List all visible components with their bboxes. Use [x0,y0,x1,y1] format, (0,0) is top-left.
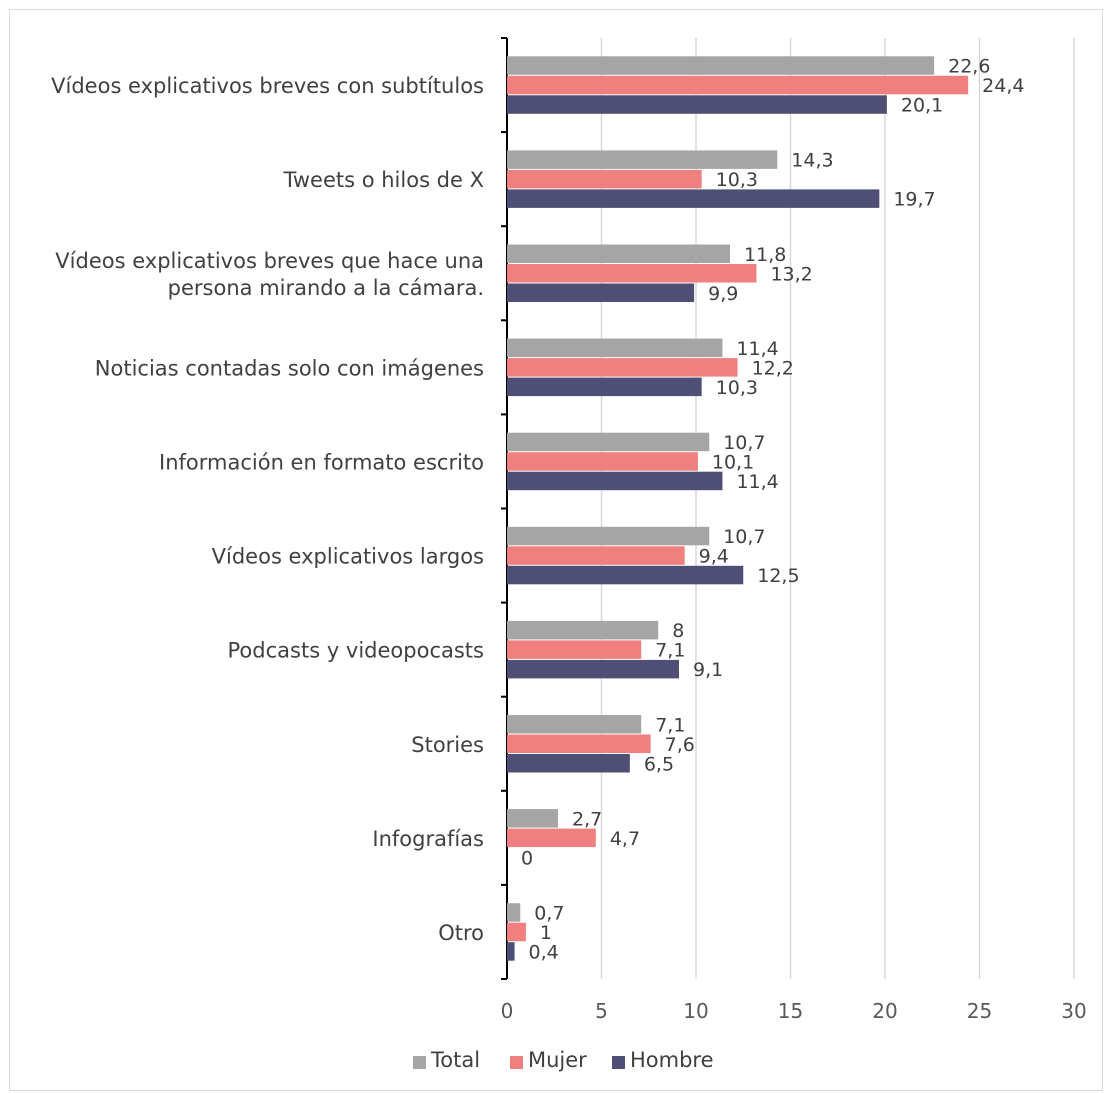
data-label: 10,1 [712,451,754,473]
bar-mujer [507,546,685,565]
x-tick-label: 5 [595,999,608,1023]
bar-mujer [507,169,702,189]
bar-hombre [507,942,515,961]
legend-swatch-mujer [510,1056,523,1069]
data-label: 10,3 [716,169,758,191]
data-label: 22,6 [948,56,990,78]
data-label: 10,7 [723,432,765,454]
data-label: 11,4 [736,471,778,493]
chart-frame: 0 5 10 15 20 25 30 22,6 24,4 20,1 Vídeos explicati… [9,9,1103,1091]
data-label: 11,8 [744,244,786,266]
legend-swatch-total [413,1056,426,1069]
bar-mujer [507,734,651,753]
bar-hombre [507,471,723,491]
data-label: 10,3 [716,377,758,399]
bar-total [507,809,559,828]
data-label: 12,2 [752,357,794,379]
bar-total [507,903,521,922]
category-label: Infografías [372,827,484,851]
data-label: 4,7 [610,828,640,850]
x-tick-label: 30 [1061,999,1086,1023]
bar-total [507,150,778,169]
bar-mujer [507,264,757,283]
bar-hombre [507,95,887,114]
bar-hombre [507,754,630,773]
data-label: 9,1 [693,659,723,681]
data-label: 9,9 [708,283,738,305]
category-label: Podcasts y videopocasts [228,639,484,663]
bar-mujer [507,358,738,377]
category-label: Stories [411,733,484,757]
x-tick-label: 0 [501,999,514,1023]
data-label: 20,1 [901,95,943,117]
bar-hombre [507,189,880,208]
bar-mujer [507,922,526,942]
category-label: Vídeos explicativos breves que hace una [55,249,484,273]
data-label: 12,5 [757,565,799,587]
data-label: 1 [540,922,552,944]
data-label: 11,4 [736,338,778,360]
bar-mujer [507,640,642,659]
bar-total [507,56,935,75]
data-label: 7,1 [655,640,685,662]
data-label: 19,7 [893,189,935,211]
data-label: 8 [672,620,684,642]
bar-total [507,432,710,452]
x-tick-label: 25 [967,999,992,1023]
legend-label: Mujer [528,1048,587,1072]
data-label: 9,4 [699,546,729,568]
legend-swatch-hombre [612,1056,625,1069]
data-label: 24,4 [982,75,1024,97]
data-label: 2,7 [572,808,602,830]
bar-hombre [507,377,702,397]
bar-total [507,338,723,358]
category-label: persona mirando a la cámara. [168,276,484,300]
legend-label: Total [430,1048,480,1072]
legend-label: Hombre [630,1048,714,1072]
data-label: 7,1 [655,714,685,736]
category-label: Vídeos explicativos breves con subtítulo… [51,74,484,98]
data-label: 6,5 [644,753,674,775]
category-label: Vídeos explicativos largos [212,545,484,569]
data-label: 0 [521,847,533,869]
data-label: 7,6 [665,734,695,756]
x-tick-label: 20 [872,999,897,1023]
bar-mujer [507,452,698,471]
data-label: 0,7 [534,902,564,924]
data-label: 10,7 [723,526,765,548]
x-tick-label: 10 [683,999,708,1023]
data-label: 14,3 [791,150,833,172]
bar-total [507,526,710,546]
data-label: 13,2 [770,263,812,285]
bar-hombre [507,283,695,302]
bar-hombre [507,565,744,585]
category-label: Noticias contadas solo con imágenes [95,356,484,380]
category-label: Otro [438,921,484,945]
bar-total [507,620,659,640]
category-label: Información en formato escrito [159,450,484,474]
category-label: Tweets o hilos de X [283,168,485,192]
bar-mujer [507,828,596,848]
bar-hombre [507,659,679,679]
data-label: 0,4 [529,941,559,963]
bar-total [507,715,642,734]
bar-mujer [507,75,969,95]
x-tick-label: 15 [778,999,803,1023]
bar-total [507,244,731,263]
